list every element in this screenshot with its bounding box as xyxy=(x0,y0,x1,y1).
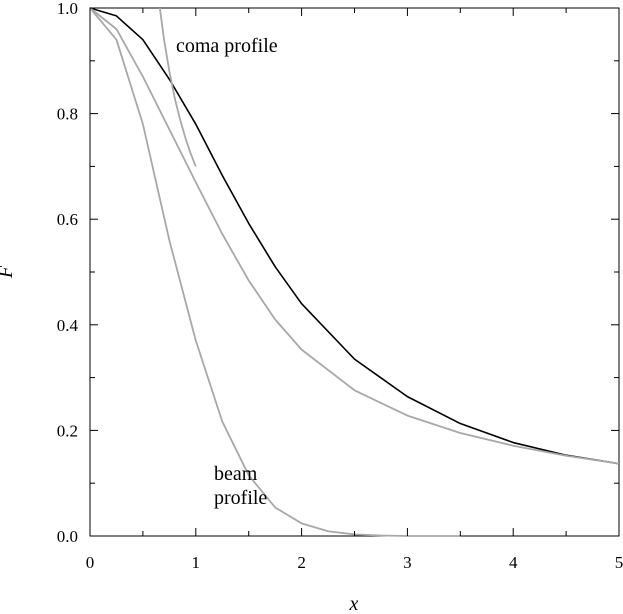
y-tick-label: 1.0 xyxy=(57,0,78,18)
x-tick-label: 3 xyxy=(403,553,412,572)
plot-frame xyxy=(89,7,620,537)
series-line-1 xyxy=(89,7,620,465)
x-tick-label: 4 xyxy=(509,553,518,572)
x-tick-label: 0 xyxy=(86,553,95,572)
y-tick-label: 0.0 xyxy=(57,527,78,546)
labels-layer: 0 1 2 3 4 5 0.0 0.2 0.4 0.6 0.8 1.0 xyxy=(57,0,623,572)
series-line-2 xyxy=(89,7,461,537)
x-tick-label: 5 xyxy=(615,553,623,572)
y-axis-title: F xyxy=(0,265,17,279)
y-tick-label: 0.2 xyxy=(57,421,78,440)
y-tick-label: 0.6 xyxy=(57,210,78,229)
annotation-beam: beam xyxy=(214,463,258,485)
x-tick-label: 1 xyxy=(192,553,201,572)
x-tick-label: 2 xyxy=(297,553,306,572)
tick-layer xyxy=(89,7,620,537)
plot-area xyxy=(89,7,620,537)
y-tick-label: 0.4 xyxy=(57,316,79,335)
series-layer xyxy=(89,7,620,537)
y-tick-label: 0.8 xyxy=(57,105,78,124)
series-line-0 xyxy=(89,7,620,465)
annotation-profile: profile xyxy=(214,487,267,509)
series-line-3 xyxy=(158,7,197,167)
x-axis-title: x xyxy=(349,593,359,614)
annotation-coma-profile: coma profile xyxy=(176,35,278,57)
